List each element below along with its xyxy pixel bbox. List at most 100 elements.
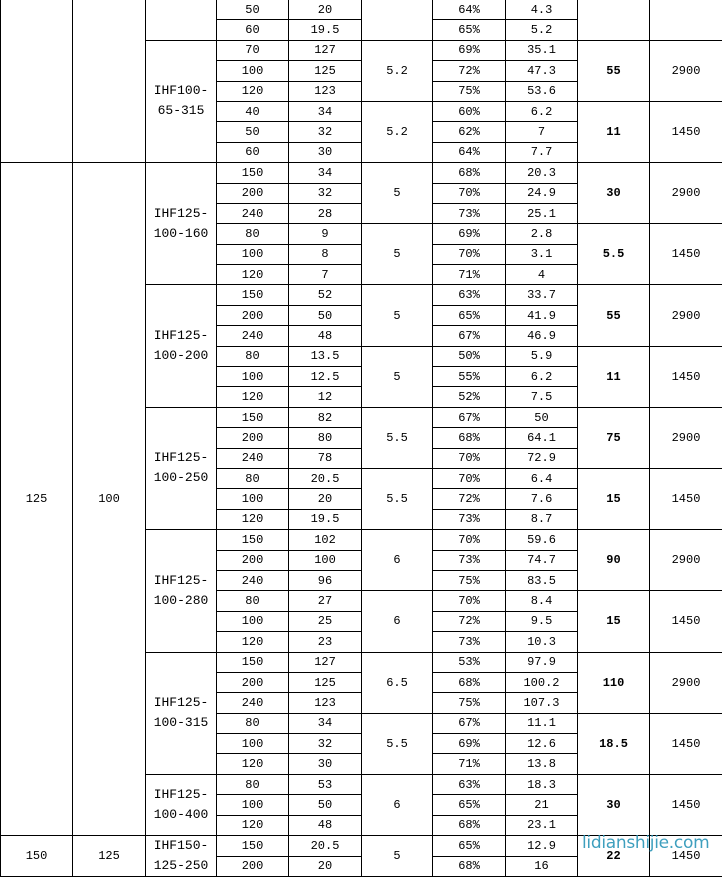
head-cell: 50 [288, 304, 362, 327]
table-row: 125 100 IHF125-100-160 150 34 5 68% 20.3 30 2900 [0, 162, 722, 837]
head-cell: 78 [288, 447, 362, 469]
head-cell: 28 [288, 202, 362, 225]
motor-power-cell: 5.5 [577, 223, 650, 286]
motor-power-cell: 55 [577, 39, 650, 102]
efficiency-cell: 68% [432, 162, 506, 184]
head-cell: 80 [288, 427, 362, 449]
speed-cell: 1450 [649, 345, 722, 408]
efficiency-cell: 65% [432, 304, 506, 327]
shaft-power-cell: 9.5 [505, 610, 578, 633]
head-cell: 30 [288, 141, 362, 164]
npsh-cell: 5.5 [361, 406, 433, 469]
shaft-power-cell: 107.3 [505, 692, 578, 714]
shaft-power-cell: 6.2 [505, 366, 578, 388]
shaft-power-cell: 23.1 [505, 814, 578, 837]
head-cell: 52 [288, 284, 362, 306]
motor-power-cell [577, 0, 650, 41]
table-row: 240 28 73% 25.1 [1, 202, 722, 225]
head-cell: 48 [288, 325, 362, 347]
shaft-power-cell: 6.2 [505, 100, 578, 123]
head-cell: 32 [288, 182, 362, 204]
head-cell: 19.5 [288, 19, 362, 41]
flow-cell: 150 [216, 284, 289, 306]
flow-cell: 240 [216, 692, 289, 714]
head-cell: 123 [288, 80, 362, 102]
shaft-power-cell: 11.1 [505, 712, 578, 735]
head-cell: 12 [288, 386, 362, 408]
motor-power-cell: 90 [577, 529, 650, 592]
table-row: 50 20 64% 4.3 [0, 0, 722, 164]
npsh-cell: 5 [361, 835, 433, 878]
efficiency-cell: 70% [432, 467, 506, 490]
npsh-cell: 5.5 [361, 467, 433, 531]
speed-cell: 1450 [649, 773, 722, 837]
efficiency-cell: 73% [432, 549, 506, 571]
efficiency-cell: 68% [432, 855, 506, 878]
flow-cell: 200 [216, 182, 289, 204]
head-cell: 100 [288, 549, 362, 571]
head-cell: 19.5 [288, 508, 362, 531]
efficiency-cell: 63% [432, 284, 506, 306]
npsh-cell: 5.2 [361, 39, 433, 102]
inlet-diameter-cell [0, 0, 73, 164]
head-cell: 20 [288, 0, 362, 21]
model-cell: IHF125-100-250 [145, 406, 217, 531]
shaft-power-cell: 8.7 [505, 508, 578, 531]
speed-cell: 2900 [649, 284, 722, 347]
flow-cell: 60 [216, 141, 289, 164]
head-cell: 20 [288, 855, 362, 878]
head-cell: 34 [288, 712, 362, 735]
motor-power-cell: 110 [577, 651, 650, 714]
table-row: IHF125-100-200 150 52 5 63% 33.7 55 2900 [1, 284, 722, 408]
flow-cell: 240 [216, 202, 289, 225]
efficiency-cell: 72% [432, 488, 506, 510]
efficiency-cell: 60% [432, 100, 506, 123]
efficiency-cell: 65% [432, 835, 506, 857]
table-row: 40 34 5.2 60% 6.2 11 1450 [1, 100, 722, 164]
shaft-power-cell: 47.3 [505, 60, 578, 82]
table-row: 120 12 52% 7.5 [1, 386, 722, 408]
efficiency-cell: 69% [432, 733, 506, 755]
shaft-power-cell: 2.8 [505, 223, 578, 245]
head-cell: 32 [288, 121, 362, 143]
model-cell: IHF125-100-200 [145, 284, 217, 408]
flow-cell: 80 [216, 467, 289, 490]
efficiency-cell: 75% [432, 80, 506, 102]
flow-cell: 80 [216, 773, 289, 796]
table-row: IHF125-100-400 80 53 6 63% 18.3 30 1450 [1, 773, 722, 837]
shaft-power-cell: 16 [505, 855, 578, 878]
shaft-power-cell: 4 [505, 264, 578, 286]
shaft-power-cell: 6.4 [505, 467, 578, 490]
flow-cell: 100 [216, 488, 289, 510]
outlet-diameter-cell: 100 [72, 162, 146, 837]
efficiency-cell: 71% [432, 753, 506, 775]
speed-cell: 2900 [649, 406, 722, 469]
speed-cell: 2900 [649, 651, 722, 714]
shaft-power-cell: 18.3 [505, 773, 578, 796]
table-row: 120 48 68% 23.1 [1, 814, 722, 837]
efficiency-cell: 67% [432, 406, 506, 429]
table-row: 120 123 75% 53.6 [1, 80, 722, 102]
flow-cell: 120 [216, 386, 289, 408]
efficiency-cell: 70% [432, 447, 506, 469]
model-cell [145, 0, 217, 41]
shaft-power-cell: 10.3 [505, 631, 578, 653]
head-cell: 8 [288, 243, 362, 266]
table-row: IHF125-100-280 150 102 6 70% 59.6 90 2900 [1, 529, 722, 653]
flow-cell: 80 [216, 345, 289, 368]
shaft-power-cell: 12.9 [505, 835, 578, 857]
table-row: 200 80 68% 64.1 [1, 427, 722, 449]
table-row: 200 125 68% 100.2 [1, 671, 722, 694]
table-row: 80 20.5 5.5 70% 6.4 15 1450 [1, 467, 722, 531]
efficiency-cell: 53% [432, 651, 506, 673]
inlet-diameter-cell: 150 [0, 835, 73, 878]
table-row: 100 25 72% 9.5 [1, 610, 722, 633]
outlet-diameter-cell: 125 [72, 835, 146, 878]
flow-cell: 70 [216, 39, 289, 62]
motor-power-cell: 22 [577, 835, 650, 878]
table-row: 80 9 5 69% 2.8 5.5 1450 [1, 223, 722, 286]
table-row: 120 19.5 73% 8.7 [1, 508, 722, 531]
efficiency-cell: 70% [432, 182, 506, 204]
efficiency-cell: 65% [432, 19, 506, 41]
efficiency-cell: 75% [432, 569, 506, 592]
